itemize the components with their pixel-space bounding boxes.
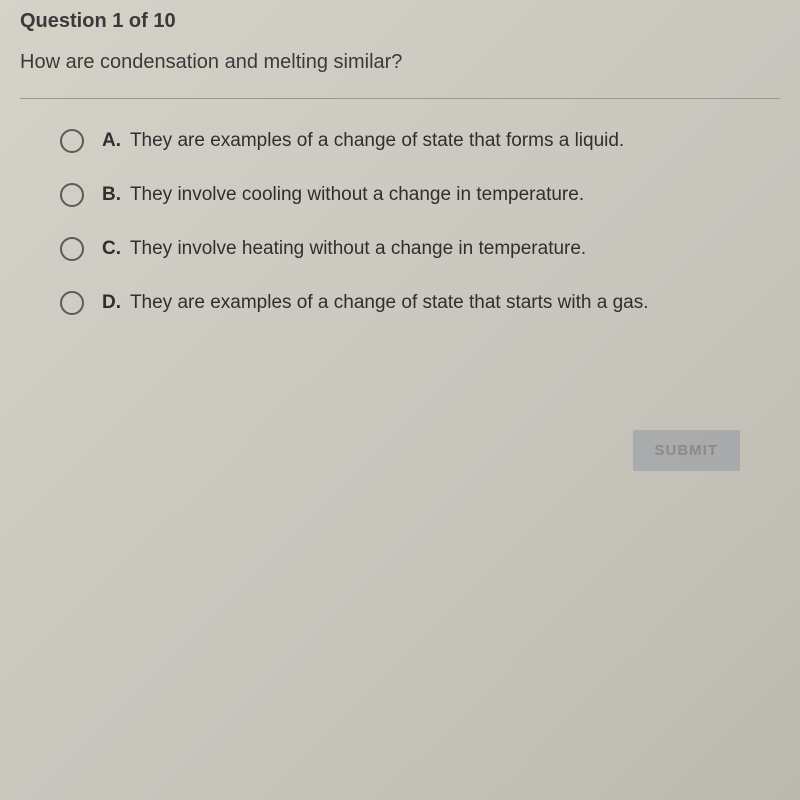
option-label: D. They are examples of a change of stat…: [102, 292, 649, 314]
option-text: They are examples of a change of state t…: [130, 292, 649, 313]
option-label: A. They are examples of a change of stat…: [102, 130, 624, 152]
question-text: How are condensation and melting similar…: [20, 51, 780, 74]
option-label: B. They involve cooling without a change…: [102, 184, 584, 206]
option-letter: A.: [102, 130, 121, 151]
option-c[interactable]: C. They involve heating without a change…: [60, 237, 780, 261]
question-counter: Question 1 of 10: [20, 10, 780, 33]
radio-icon[interactable]: [60, 183, 84, 207]
option-text: They involve heating without a change in…: [130, 238, 586, 259]
option-a[interactable]: A. They are examples of a change of stat…: [60, 129, 780, 153]
option-b[interactable]: B. They involve cooling without a change…: [60, 183, 780, 207]
radio-icon[interactable]: [60, 129, 84, 153]
option-label: C. They involve heating without a change…: [102, 238, 586, 260]
divider: [20, 98, 780, 99]
option-text: They are examples of a change of state t…: [130, 130, 624, 151]
options-list: A. They are examples of a change of stat…: [20, 129, 780, 315]
submit-button[interactable]: SUBMIT: [633, 430, 741, 471]
radio-icon[interactable]: [60, 237, 84, 261]
option-letter: C.: [102, 238, 121, 259]
option-text: They involve cooling without a change in…: [130, 184, 584, 205]
radio-icon[interactable]: [60, 291, 84, 315]
option-d[interactable]: D. They are examples of a change of stat…: [60, 291, 780, 315]
option-letter: B.: [102, 184, 121, 205]
option-letter: D.: [102, 292, 121, 313]
